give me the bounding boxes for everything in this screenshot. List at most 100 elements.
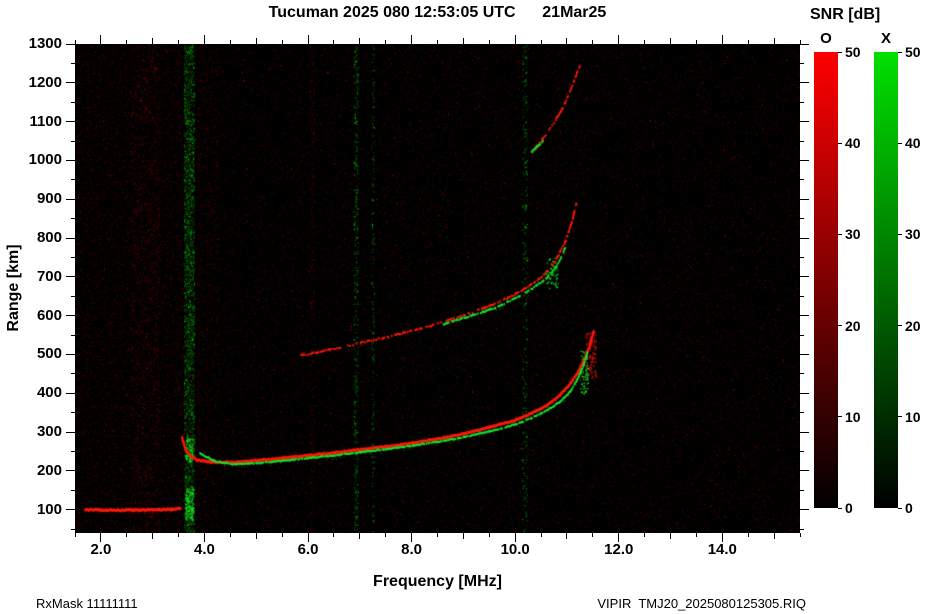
axis-tick	[71, 218, 75, 220]
axis-tick	[385, 533, 387, 537]
axis-tick	[203, 533, 205, 542]
axis-tick	[126, 533, 128, 537]
y-axis-label: Range [km]	[5, 244, 22, 332]
colorbar-tick	[838, 325, 842, 327]
axis-tick	[126, 40, 128, 44]
axis-tick	[281, 40, 283, 44]
colorbar-tick	[838, 51, 842, 53]
axis-tick	[71, 101, 75, 103]
colorbar-tick-label: 40	[905, 135, 921, 152]
y-tick-label: 800	[36, 229, 62, 247]
axis-tick	[800, 43, 809, 45]
axis-tick	[359, 38, 361, 44]
axis-tick	[66, 431, 75, 433]
axis-tick	[462, 533, 464, 539]
axis-tick	[229, 533, 231, 537]
y-tick-label: 1300	[28, 35, 62, 52]
axis-tick	[800, 62, 804, 64]
axis-tick	[800, 315, 809, 317]
axis-tick	[800, 412, 804, 414]
axis-tick	[71, 295, 75, 297]
axis-tick	[747, 40, 749, 44]
filename-label: VIPIR TMJ20_2025080125305.RIQ	[597, 596, 806, 611]
x-tick-label: 10.0	[500, 541, 530, 558]
axis-tick	[800, 489, 804, 491]
x-tick-label: 2.0	[90, 541, 112, 558]
axis-tick	[800, 334, 804, 336]
y-tick-label: 200	[36, 461, 62, 479]
y-tick-label: 1000	[28, 151, 62, 169]
axis-tick	[592, 40, 594, 44]
colorbar-tick	[898, 142, 902, 144]
axis-tick	[800, 528, 804, 530]
colorbar-tick-label: 30	[905, 226, 921, 243]
axis-tick	[800, 451, 804, 452]
colorbar-tick-label: 20	[845, 317, 861, 334]
x-tick-label: 8.0	[401, 541, 423, 558]
axis-tick	[255, 38, 257, 44]
axis-tick	[800, 179, 804, 181]
axis-tick	[71, 256, 75, 258]
axis-tick	[800, 276, 809, 278]
axis-tick	[618, 35, 620, 44]
colorbar-tick	[838, 416, 842, 418]
axis-tick	[333, 40, 335, 44]
axis-tick	[437, 40, 438, 44]
colorbar-title: SNR [dB]	[810, 6, 881, 23]
axis-tick	[618, 533, 620, 542]
axis-tick	[74, 533, 76, 537]
axis-tick	[359, 533, 361, 539]
axis-tick	[800, 256, 804, 258]
x-tick-label: 6.0	[297, 541, 319, 558]
x-tick-label: 12.0	[604, 541, 634, 558]
axis-tick	[644, 533, 646, 537]
axis-tick	[721, 35, 723, 44]
y-tick-label: 300	[36, 423, 62, 441]
page-title: Tucuman 2025 080 12:53:05 UTC 21Mar25	[268, 4, 607, 21]
colorbar-tick	[898, 51, 902, 53]
colorbar-tick-label: 50	[845, 44, 861, 60]
axis-tick	[800, 431, 809, 433]
colorbar-tick	[838, 142, 842, 144]
axis-tick	[747, 533, 749, 537]
axis-tick	[71, 62, 75, 64]
axis-tick	[800, 121, 809, 123]
axis-tick	[385, 40, 387, 44]
axis-tick	[66, 509, 75, 511]
axis-tick	[71, 140, 75, 142]
axis-tick	[307, 533, 309, 542]
axis-tick	[800, 509, 809, 511]
axis-tick	[773, 38, 775, 44]
colorbar-tick	[898, 325, 902, 327]
axis-tick	[411, 533, 413, 542]
y-tick-label: 1100	[29, 112, 62, 130]
colorbar-mode-label-o: O	[820, 30, 832, 47]
y-tick-label: 700	[36, 267, 62, 285]
y-tick-label: 600	[36, 306, 62, 324]
axis-tick	[644, 40, 646, 44]
axis-tick	[670, 38, 672, 44]
colorbar-tick	[838, 507, 842, 509]
y-tick-label: 100	[36, 500, 62, 518]
axis-tick	[152, 533, 154, 539]
axis-tick	[514, 533, 516, 542]
axis-tick	[800, 198, 809, 200]
axis-tick	[203, 35, 205, 44]
axis-tick	[721, 533, 723, 542]
axis-tick	[71, 334, 75, 336]
axis-tick	[66, 198, 75, 200]
colorbar-mode-label-x: X	[880, 30, 891, 47]
axis-tick	[74, 40, 76, 44]
colorbar-x	[874, 52, 898, 508]
axis-tick	[800, 140, 804, 142]
axis-tick	[100, 35, 102, 44]
axis-tick	[71, 179, 75, 181]
axis-tick	[800, 101, 804, 103]
axis-tick	[800, 373, 804, 375]
axis-tick	[799, 533, 801, 537]
y-tick-label: 900	[36, 190, 62, 208]
colorbar-tick-label: 30	[845, 226, 861, 243]
y-tick-label: 500	[36, 345, 62, 363]
colorbar-o	[814, 52, 838, 508]
axis-tick	[670, 533, 672, 539]
